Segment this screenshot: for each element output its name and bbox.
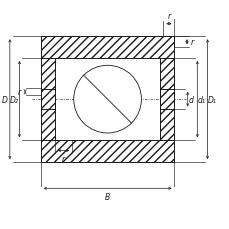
Bar — [160, 90, 174, 110]
Text: D: D — [2, 95, 8, 104]
Text: r: r — [167, 12, 170, 21]
Text: B: B — [104, 193, 110, 202]
Text: D₂: D₂ — [9, 95, 18, 104]
Bar — [41, 141, 174, 162]
Bar — [160, 59, 174, 141]
Bar — [41, 59, 55, 141]
Text: d: d — [188, 95, 193, 104]
Bar — [41, 59, 55, 141]
Bar — [41, 141, 174, 162]
Text: r: r — [62, 154, 65, 163]
Text: r: r — [190, 38, 193, 47]
Bar — [160, 59, 174, 141]
Text: D₁: D₁ — [207, 95, 216, 104]
Circle shape — [74, 66, 141, 133]
Bar — [41, 37, 174, 59]
Bar — [41, 90, 55, 110]
Bar — [41, 90, 55, 110]
Bar — [160, 90, 174, 110]
Text: d₁: d₁ — [197, 95, 204, 104]
Text: r: r — [17, 88, 20, 97]
Bar — [41, 37, 174, 59]
